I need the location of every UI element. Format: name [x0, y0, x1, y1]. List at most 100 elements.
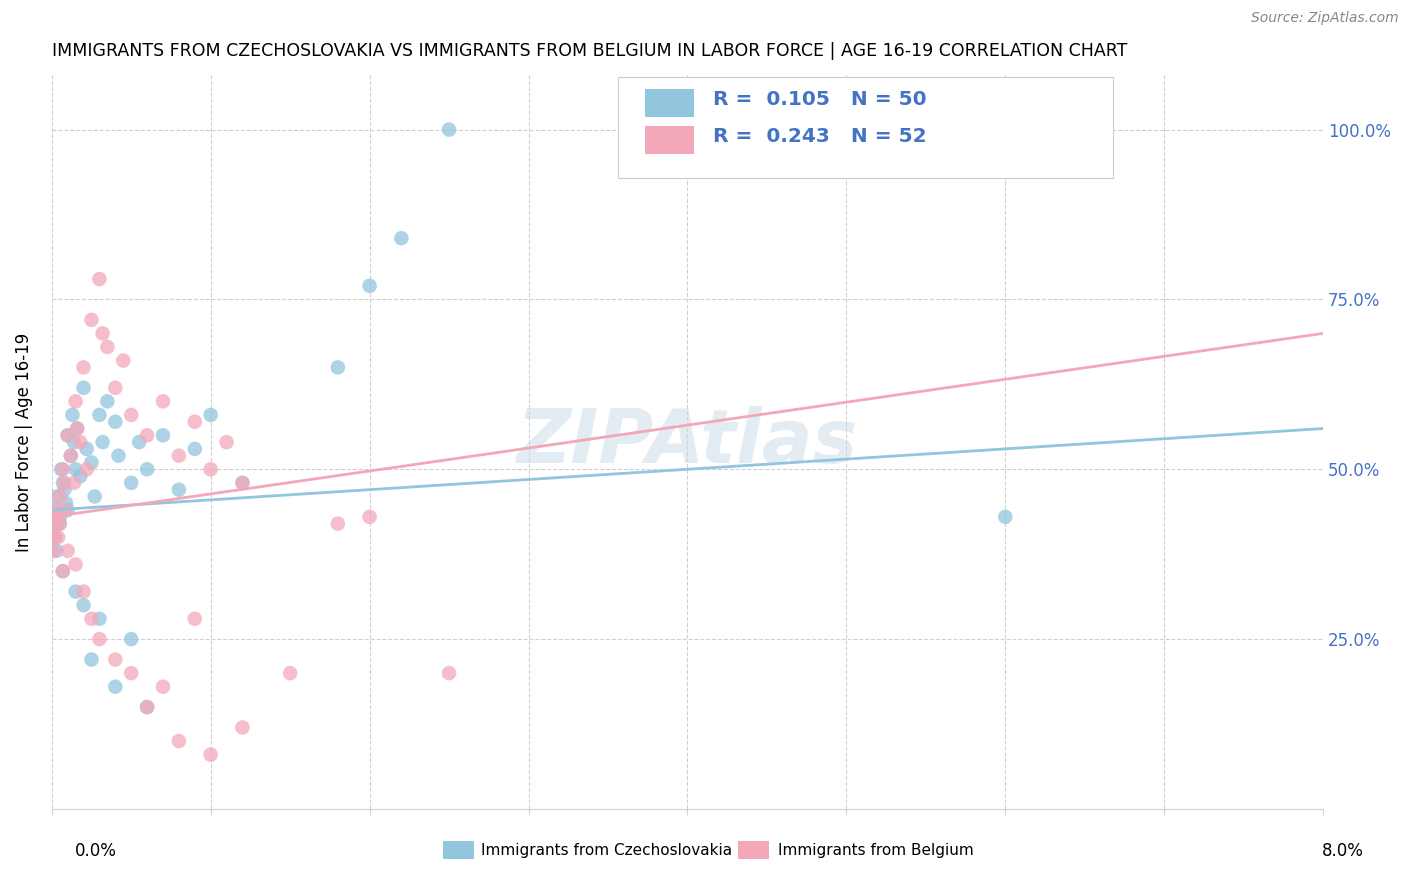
Point: [48, 490, 70, 504]
Point: [184, 415, 207, 429]
Point: [46, 530, 69, 544]
Text: 0.0%: 0.0%: [75, 842, 117, 860]
Point: [215, 435, 238, 450]
Point: [63, 435, 86, 450]
Text: R =  0.105   N = 50: R = 0.105 N = 50: [713, 90, 927, 109]
Point: [184, 612, 207, 626]
Point: [89, 632, 111, 647]
Point: [152, 680, 174, 694]
Point: [231, 721, 253, 735]
Point: [136, 428, 159, 442]
Point: [136, 700, 159, 714]
Point: [80, 313, 103, 327]
Point: [66, 421, 89, 435]
Point: [278, 666, 301, 681]
Point: [52, 564, 75, 578]
Point: [72, 598, 94, 612]
Text: 8.0%: 8.0%: [1322, 842, 1364, 860]
Point: [231, 475, 253, 490]
Point: [66, 421, 89, 435]
Point: [104, 415, 127, 429]
Y-axis label: In Labor Force | Age 16-19: In Labor Force | Age 16-19: [15, 333, 32, 552]
Point: [91, 435, 114, 450]
Point: [44, 516, 66, 531]
FancyBboxPatch shape: [645, 126, 693, 153]
Point: [59, 449, 82, 463]
Point: [69, 469, 91, 483]
Point: [45, 509, 67, 524]
Point: [72, 381, 94, 395]
Point: [53, 483, 76, 497]
Text: R =  0.243   N = 52: R = 0.243 N = 52: [713, 127, 927, 145]
Point: [69, 435, 91, 450]
Point: [359, 278, 381, 293]
Point: [72, 584, 94, 599]
Point: [48, 516, 70, 531]
Point: [152, 394, 174, 409]
Text: Immigrants from Belgium: Immigrants from Belgium: [778, 843, 973, 857]
Point: [107, 449, 129, 463]
Point: [326, 516, 349, 531]
Point: [136, 700, 159, 714]
FancyBboxPatch shape: [645, 89, 693, 117]
Point: [89, 272, 111, 286]
Point: [120, 666, 142, 681]
Point: [76, 442, 98, 456]
Point: [65, 584, 87, 599]
Point: [76, 462, 98, 476]
Point: [65, 394, 87, 409]
Point: [44, 503, 66, 517]
Point: [83, 490, 105, 504]
Point: [80, 455, 103, 469]
Point: [104, 652, 127, 666]
Point: [56, 428, 79, 442]
Point: [63, 475, 86, 490]
Point: [152, 428, 174, 442]
Point: [326, 360, 349, 375]
Point: [53, 475, 76, 490]
Point: [120, 632, 142, 647]
FancyBboxPatch shape: [617, 77, 1114, 178]
Point: [120, 408, 142, 422]
Point: [89, 408, 111, 422]
Point: [994, 122, 1017, 136]
Point: [65, 558, 87, 572]
Point: [112, 353, 135, 368]
Point: [104, 680, 127, 694]
Point: [389, 231, 412, 245]
Point: [128, 435, 150, 450]
Point: [56, 544, 79, 558]
Point: [65, 462, 87, 476]
Point: [184, 442, 207, 456]
Point: [167, 483, 190, 497]
Point: [48, 516, 70, 531]
Point: [200, 408, 222, 422]
Point: [167, 449, 190, 463]
Point: [45, 503, 67, 517]
Point: [994, 509, 1017, 524]
Text: Immigrants from Czechoslovakia: Immigrants from Czechoslovakia: [481, 843, 733, 857]
Point: [120, 475, 142, 490]
Point: [72, 360, 94, 375]
Point: [56, 428, 79, 442]
Point: [52, 475, 75, 490]
Point: [56, 503, 79, 517]
Point: [136, 462, 159, 476]
Point: [96, 394, 118, 409]
Point: [52, 462, 75, 476]
Point: [44, 530, 66, 544]
Text: IMMIGRANTS FROM CZECHOSLOVAKIA VS IMMIGRANTS FROM BELGIUM IN LABOR FORCE | AGE 1: IMMIGRANTS FROM CZECHOSLOVAKIA VS IMMIGR…: [52, 42, 1128, 60]
Point: [55, 496, 77, 510]
Point: [42, 544, 65, 558]
Point: [80, 612, 103, 626]
Point: [42, 530, 65, 544]
Point: [59, 449, 82, 463]
Point: [55, 503, 77, 517]
Point: [167, 734, 190, 748]
Point: [359, 509, 381, 524]
Point: [437, 666, 460, 681]
Point: [52, 564, 75, 578]
Point: [46, 516, 69, 531]
Text: Source: ZipAtlas.com: Source: ZipAtlas.com: [1251, 11, 1399, 25]
Point: [200, 747, 222, 762]
